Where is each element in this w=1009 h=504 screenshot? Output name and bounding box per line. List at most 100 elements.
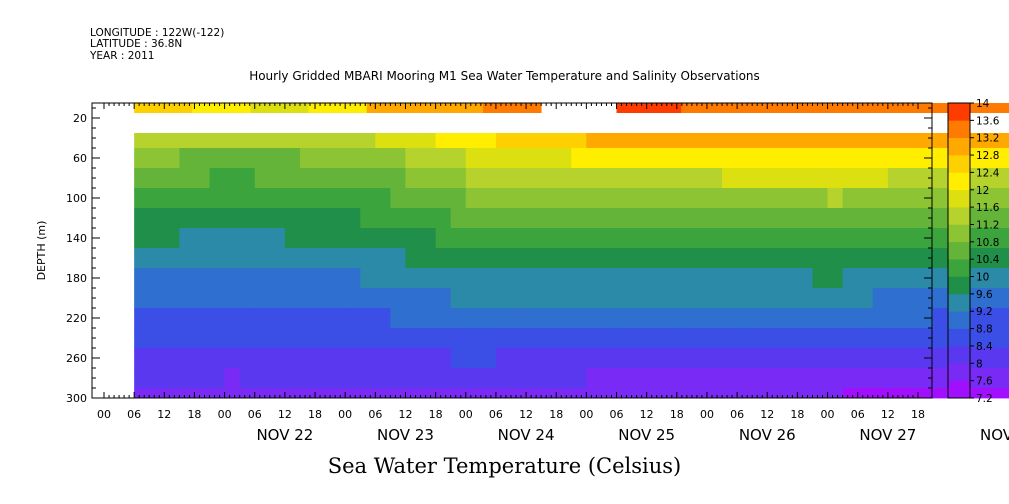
profile-cell	[933, 328, 949, 349]
profile-cell	[933, 388, 949, 399]
profile-cell	[918, 368, 934, 389]
profile-cell	[134, 268, 150, 289]
profile-cell	[631, 288, 648, 309]
profile-cell	[827, 348, 844, 369]
profile-cell	[797, 308, 813, 329]
profile-cell	[752, 288, 768, 309]
profile-cell	[405, 248, 421, 269]
profile-cell	[571, 308, 587, 329]
profile-cell	[375, 168, 391, 189]
profile-cell	[706, 288, 723, 309]
profile-cell	[978, 168, 994, 189]
colorbar-label: 12.8	[976, 150, 999, 162]
profile-cell	[722, 133, 738, 149]
profile-cell	[299, 368, 316, 389]
profile-cell	[661, 248, 678, 269]
profile-cell	[465, 228, 482, 249]
profile-cell	[631, 308, 648, 329]
profile-cell	[345, 228, 361, 249]
x-hour-label: 18	[670, 408, 684, 421]
profile-cell	[164, 208, 180, 229]
profile-cell	[691, 133, 708, 149]
profile-cell	[179, 168, 195, 189]
profile-cell	[164, 368, 180, 389]
profile-cell	[887, 368, 904, 389]
profile-cell	[661, 288, 678, 309]
profile-cell	[134, 168, 150, 189]
profile-cell	[616, 248, 632, 269]
profile-cell	[420, 308, 437, 329]
profile-cell	[149, 188, 165, 209]
profile-cell	[299, 348, 316, 369]
profile-cell	[465, 188, 482, 209]
profile-cell	[556, 168, 572, 189]
profile-cell	[330, 228, 346, 249]
profile-cell	[330, 328, 346, 349]
profile-cell	[360, 388, 376, 399]
surface-band-cell	[1004, 103, 1009, 113]
profile-cell	[284, 388, 301, 399]
profile-cell	[420, 368, 437, 389]
x-hour-label: 06	[610, 408, 624, 421]
profile-cell	[933, 133, 949, 149]
profile-cell	[661, 208, 678, 229]
profile-cell	[827, 228, 844, 249]
profile-cell	[812, 388, 828, 399]
profile-cell	[435, 228, 452, 249]
colorbar-bin	[948, 137, 970, 156]
profile-cell	[224, 148, 241, 169]
profile-cell	[706, 348, 723, 369]
colorbar-bin	[948, 293, 970, 312]
profile-cell	[902, 288, 919, 309]
profile-cell	[978, 328, 994, 349]
profile-cell	[827, 308, 844, 329]
profile-cell	[254, 308, 271, 329]
profile-cell	[737, 368, 753, 389]
profile-cell	[857, 148, 874, 169]
profile-cell	[179, 368, 195, 389]
x-hour-label: 00	[338, 408, 352, 421]
x-hour-label: 18	[549, 408, 563, 421]
profile-cell	[902, 368, 919, 389]
profile-cell	[887, 288, 904, 309]
profile-cell	[842, 348, 859, 369]
profile-cell	[993, 148, 1009, 169]
profile-cell	[526, 168, 542, 189]
profile-cell	[978, 148, 994, 169]
profile-cell	[722, 288, 738, 309]
profile-cell	[993, 348, 1009, 369]
profile-cell	[450, 348, 467, 369]
profile-cell	[767, 208, 783, 229]
profile-cell	[164, 168, 180, 189]
profile-cell	[737, 308, 753, 329]
profile-cell	[450, 228, 467, 249]
profile-cell	[194, 348, 210, 369]
profile-cell	[571, 148, 587, 169]
profile-cell	[511, 308, 527, 329]
colorbar-label: 8.4	[976, 341, 993, 353]
colorbar-bin	[948, 276, 970, 295]
profile-cell	[526, 348, 542, 369]
profile-cell	[465, 368, 482, 389]
profile-cell	[722, 228, 738, 249]
profile-cell	[737, 228, 753, 249]
surface-band-cell	[250, 103, 309, 113]
profile-cell	[857, 268, 874, 289]
profile-cell	[134, 348, 150, 369]
profile-cell	[480, 368, 497, 389]
x-hour-label: 00	[821, 408, 835, 421]
surface-band-cell	[681, 103, 747, 113]
profile-cell	[435, 288, 452, 309]
colorbar-bin	[948, 103, 970, 121]
profile-cell	[752, 348, 768, 369]
profile-cell	[511, 288, 527, 309]
profile-cell	[782, 328, 798, 349]
profile-cell	[541, 188, 557, 209]
profile-cell	[782, 348, 798, 369]
profile-cell	[872, 208, 889, 229]
profile-cell	[993, 308, 1009, 329]
profile-cell	[405, 148, 421, 169]
profile-cell	[541, 368, 557, 389]
profile-cell	[480, 148, 497, 169]
profile-cell	[179, 228, 195, 249]
